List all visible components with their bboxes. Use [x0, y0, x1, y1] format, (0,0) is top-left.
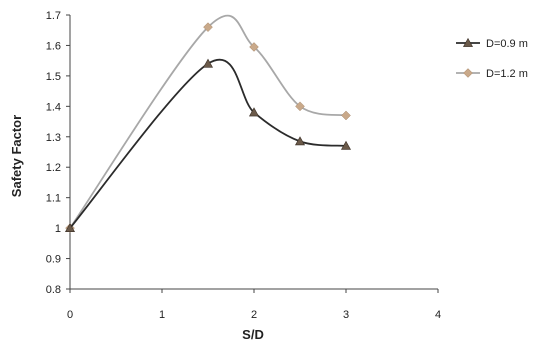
- data-point: [249, 42, 259, 52]
- legend-label: D=1.2 m: [486, 68, 528, 80]
- x-tick-label: 4: [435, 309, 441, 321]
- data-point: [64, 222, 76, 233]
- data-point: [248, 107, 260, 117]
- axes: 0.8 0.9 1 1.1 1.2 1.3 1.4 1.5 1.6 1.7 0 1 2 3 4: [46, 10, 441, 321]
- y-tick-label: 1: [55, 223, 61, 235]
- series-line: [69, 14, 347, 229]
- data-point: [295, 101, 305, 112]
- y-tick-label: 1.6: [46, 40, 61, 52]
- series-1: [65, 14, 351, 233]
- x-tick-label: 3: [343, 309, 349, 321]
- legend-label: D=0.9 m: [486, 38, 528, 50]
- x-axis-title: S/D: [242, 327, 264, 342]
- y-tick-label: 0.8: [46, 284, 61, 296]
- legend: D=0.9 m D=1.2 m: [456, 37, 528, 80]
- legend-marker: [462, 37, 474, 47]
- y-tick-label: 1.3: [46, 132, 61, 144]
- x-tick-label: 2: [251, 309, 257, 321]
- x-tick-label: 0: [67, 309, 73, 321]
- legend-marker: [463, 68, 473, 78]
- series-line: [69, 58, 347, 229]
- series-layer: [64, 14, 352, 233]
- y-axis-title: Safety Factor: [9, 115, 24, 197]
- y-tick-label: 1.1: [46, 193, 61, 205]
- y-tick-label: 1.5: [46, 71, 61, 83]
- x-tick-label: 1: [159, 309, 165, 321]
- y-tick-label: 1.4: [46, 101, 61, 113]
- y-tick-label: 0.9: [46, 254, 61, 266]
- data-point: [340, 140, 352, 150]
- series-0: [64, 58, 352, 233]
- y-tick-label: 1.2: [46, 162, 61, 174]
- data-point: [203, 22, 213, 33]
- data-point: [294, 136, 306, 146]
- data-point: [202, 58, 214, 68]
- data-point: [341, 110, 351, 121]
- y-tick-label: 1.7: [46, 10, 61, 22]
